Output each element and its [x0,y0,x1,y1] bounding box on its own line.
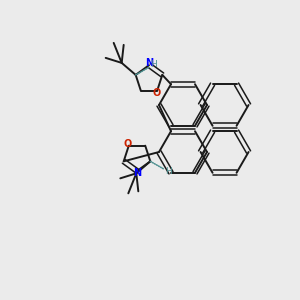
Text: N: N [145,58,153,68]
Text: O: O [152,88,160,98]
Text: N: N [133,169,141,178]
Text: H: H [165,167,172,176]
Text: H: H [150,60,157,69]
Text: O: O [124,139,132,149]
